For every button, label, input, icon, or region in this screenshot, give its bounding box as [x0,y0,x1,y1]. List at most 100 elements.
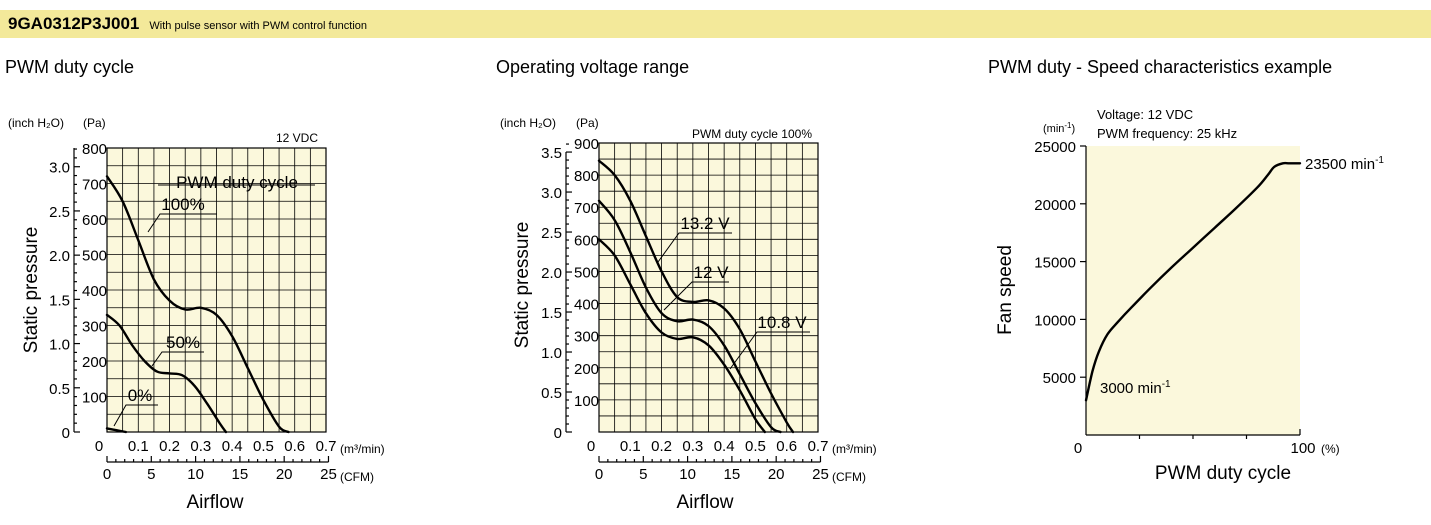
x-tick-label: 0 [587,438,595,455]
chart2-title: Operating voltage range [496,57,690,77]
annotation-max-speed: 23500 min-1 [1305,155,1384,173]
chart1-labels: 0 0.1 0.2 0.3 0.4 0.5 0.6 0.7 0 5 10 15 20 25 100 200 30… [49,141,337,483]
speed-curve [1084,161,1302,402]
cfm-tick-label: 20 [276,466,293,483]
chart2-curves [597,159,795,434]
x-tick-label: 0.5 [253,438,274,455]
y-tick-label: 300 [82,319,107,336]
cfm-tick-label: 25 [812,466,829,483]
x-tick-label: 0.7 [808,438,829,455]
inch-tick-label: 0.5 [541,385,562,402]
y-tick-label: 100 [82,390,107,407]
leader-100 [147,213,217,233]
y-tick-label: 700 [574,200,599,217]
model-banner: 9GA0312P3J001 With pulse sensor with PWM… [0,10,1431,38]
curve-13-2-v [597,159,795,434]
x-tick-label: 0.1 [620,438,641,455]
x-tick-label: 0.4 [222,438,243,455]
chart3-curves [1084,161,1302,402]
chart1-curves [105,175,290,434]
chart1-y2-unit: (inch H₂O) [8,116,64,130]
chart1-x-unit: (m³/min) [340,442,385,456]
y-tick-label: 400 [574,297,599,314]
cfm-tick-label: 10 [679,466,696,483]
cfm-tick-label: 15 [724,466,741,483]
y-tick-label: 900 [574,136,599,153]
cfm-tick-label: 10 [187,466,204,483]
x-tick-label: 0.6 [284,438,305,455]
inch-tick-label: 2.5 [541,225,562,242]
chart3-condition-frequency: PWM frequency: 25 kHz [1097,126,1237,141]
curve-10-8-v [597,238,766,434]
label-12v: 12 V [694,263,730,282]
label-13-2v: 13.2 V [680,214,730,233]
chart1-x-label: Airflow [186,492,243,513]
chart2-x-unit: (m³/min) [832,442,877,456]
chart3-plot-area [1086,146,1300,435]
chart1-frame [106,147,327,433]
chart2-y-unit: (Pa) [576,116,599,130]
y-tick-label: 500 [574,264,599,281]
y-tick-label: 15000 [1034,255,1076,272]
model-number: 9GA0312P3J001 [8,14,140,33]
chart3-x-unit: (%) [1321,442,1340,456]
chart1-condition: 12 VDC [276,131,318,145]
chart2-group: 0 0.1 0.2 0.3 0.4 0.5 0.6 0.7 0 5 10 15 20 25 100 200 30… [500,116,877,513]
label-10-8v: 10.8 V [757,313,807,332]
curve-12-v [597,199,782,434]
inch-tick-label: 0 [554,425,562,442]
chart3-title: PWM duty - Speed characteristics example [988,57,1333,77]
annotation-min-speed-exp: -1 [1162,379,1171,390]
inch-tick-label: 1.0 [541,345,562,362]
cfm-tick-label: 5 [639,466,647,483]
cfm-tick-label: 25 [320,466,337,483]
cfm-tick-label: 5 [147,466,155,483]
x-tick-label: 0 [95,438,103,455]
inch-tick-label: 1.0 [49,337,70,354]
y-tick-label: 400 [82,283,107,300]
inch-tick-label: 2.0 [541,265,562,282]
curve-50- [105,313,228,434]
chart2-x-label: Airflow [676,492,733,513]
x-tick-label: 0.2 [159,438,180,455]
x-tick-label: 0.5 [745,438,766,455]
chart2-condition: PWM duty cycle 100% [692,127,812,141]
x-tick-label: 0.2 [651,438,672,455]
chart1-axes [73,148,330,463]
label-50: 50% [166,333,200,352]
x-tick-label: 0.3 [190,438,211,455]
label-100: 100% [161,195,204,214]
curve-0- [105,427,127,434]
cfm-tick-label: 15 [232,466,249,483]
chart2-axes [565,143,822,463]
y-tick-label: 600 [574,232,599,249]
x-tick-label: 100 [1290,440,1315,457]
chart3-axes [1080,145,1301,439]
y-tick-label: 200 [574,361,599,378]
chart1-legend-title: PWM duty cycle [176,173,298,192]
chart3-y-unit: (min-1) [1043,121,1075,135]
x-tick-label: 0.1 [128,438,149,455]
y-tick-label: 20000 [1034,197,1076,214]
x-tick-label: 0 [1074,440,1082,457]
chart2-x2-unit: (CFM) [832,470,866,484]
y-tick-label: 800 [82,141,107,158]
x-tick-label: 0.4 [714,438,735,455]
leader-0 [113,404,158,427]
y-tick-label: 25000 [1034,139,1076,156]
y-tick-label: 300 [574,329,599,346]
y-tick-label: 700 [82,177,107,194]
x-tick-label: 0.6 [776,438,797,455]
chart1-y-label: Static pressure [21,227,42,354]
inch-tick-label: 2.0 [49,248,70,265]
leader-50 [151,351,204,367]
inch-tick-label: 3.5 [541,145,562,162]
inch-tick-label: 1.5 [49,292,70,309]
chart2-labels: 0 0.1 0.2 0.3 0.4 0.5 0.6 0.7 0 5 10 15 20 25 100 200 30… [541,136,829,483]
y-tick-label: 10000 [1034,312,1076,329]
label-0: 0% [128,386,153,405]
leader-10-8v [729,331,810,370]
x-tick-label: 0.3 [682,438,703,455]
